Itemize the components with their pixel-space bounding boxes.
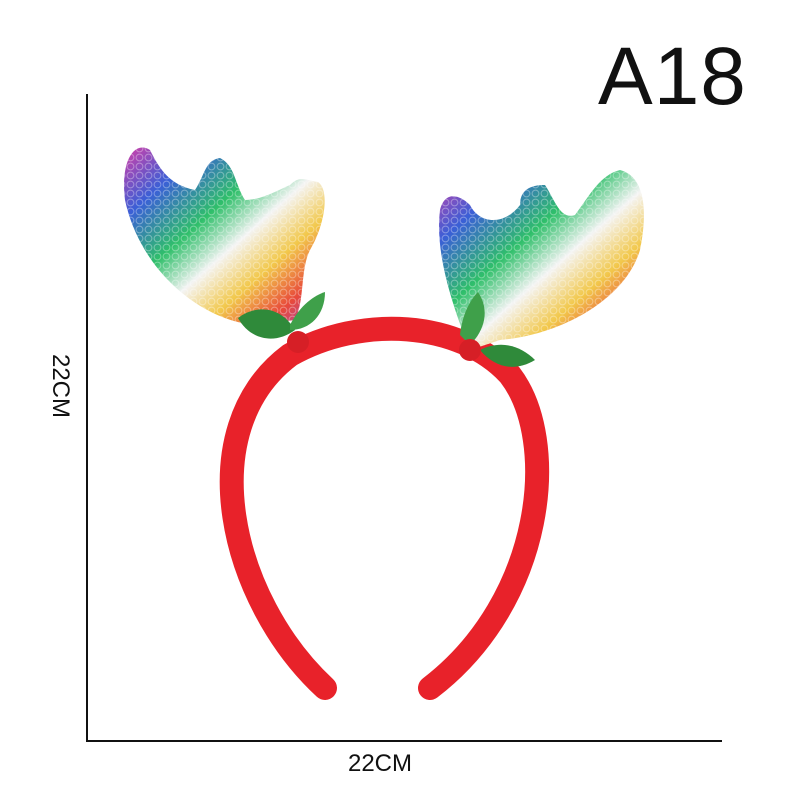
left-holly	[238, 292, 325, 353]
width-label: 22CM	[347, 750, 413, 777]
product-code: A18	[598, 31, 747, 122]
right-holly	[459, 292, 535, 367]
headband	[219, 316, 550, 700]
height-label: 22CM	[47, 353, 74, 419]
right-antler	[439, 170, 644, 350]
height-dimension-line	[86, 94, 88, 742]
left-antler	[124, 147, 325, 325]
width-dimension-line	[86, 740, 722, 742]
